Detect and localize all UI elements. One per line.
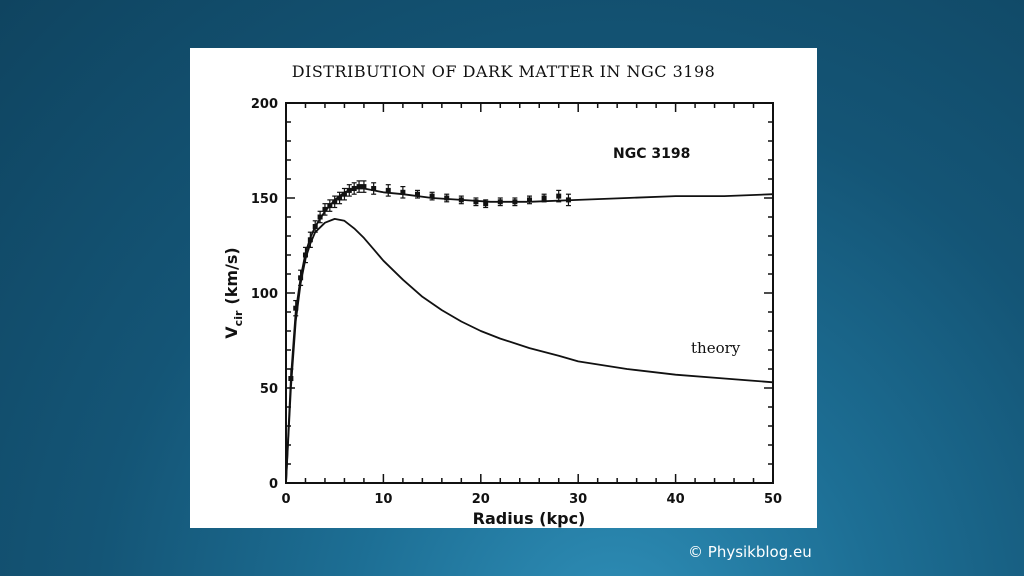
x-tick-label: 20 <box>472 492 490 507</box>
x-tick-label: 40 <box>667 492 685 507</box>
copyright-text: © Physikblog.eu <box>688 543 812 561</box>
data-point <box>556 189 562 203</box>
y-tick-label: 150 <box>251 192 278 207</box>
data-point <box>346 184 352 197</box>
plot-frame <box>285 102 774 484</box>
data-point <box>371 182 377 195</box>
data-point <box>332 195 338 209</box>
data-points <box>288 180 571 389</box>
data-point <box>288 368 294 389</box>
data-point <box>497 197 503 207</box>
data-point <box>400 186 406 199</box>
data-point <box>317 210 323 224</box>
data-point <box>307 231 313 248</box>
x-axis-label: Radius (kpc) <box>473 509 586 528</box>
data-point <box>385 184 391 197</box>
data-point <box>327 199 333 212</box>
data-point <box>298 269 304 286</box>
y-tick-label: 100 <box>251 287 278 302</box>
annotation-ngc3198: NGC 3198 <box>613 146 690 162</box>
data-point <box>444 193 450 203</box>
data-point <box>458 195 464 205</box>
data-point <box>473 197 479 207</box>
data-point <box>512 197 518 207</box>
y-axis-label-unit: (km/s) <box>222 247 241 304</box>
chart-title: DISTRIBUTION OF DARK MATTER IN NGC 3198 <box>291 62 716 81</box>
data-point <box>429 191 435 201</box>
data-point <box>541 193 547 203</box>
data-point <box>341 187 347 201</box>
y-axis-label-main: V <box>222 326 241 339</box>
data-point <box>356 180 362 193</box>
data-point <box>293 300 299 317</box>
data-point <box>322 203 328 216</box>
y-axis-label-sub: cir <box>232 310 245 326</box>
x-tick-label: 50 <box>764 492 782 507</box>
curves <box>285 187 774 484</box>
y-tick-label: 0 <box>269 477 278 492</box>
data-point <box>483 199 489 209</box>
y-axis-label: Vcir (km/s) <box>222 247 245 338</box>
data-point <box>414 189 420 199</box>
data-point <box>361 180 367 193</box>
y-tick-label: 50 <box>260 382 278 397</box>
annotation-theory: theory <box>691 339 741 357</box>
data-point <box>302 246 308 264</box>
y-tick-label: 200 <box>251 97 278 112</box>
data-point <box>337 191 343 205</box>
x-tick-label: 10 <box>374 492 392 507</box>
x-tick-label: 30 <box>569 492 587 507</box>
chart-figure: 0 10 20 30 40 50 0 50 100 150 200 NGC 3198 theory … <box>190 48 817 528</box>
data-point <box>351 182 357 195</box>
axis-tick-labels: 0 10 20 30 40 50 0 50 100 150 200 <box>251 97 782 507</box>
data-point <box>565 193 571 207</box>
data-point <box>312 220 318 233</box>
axis-ticks <box>285 102 774 484</box>
data-point <box>527 195 532 205</box>
x-tick-label: 0 <box>281 492 290 507</box>
